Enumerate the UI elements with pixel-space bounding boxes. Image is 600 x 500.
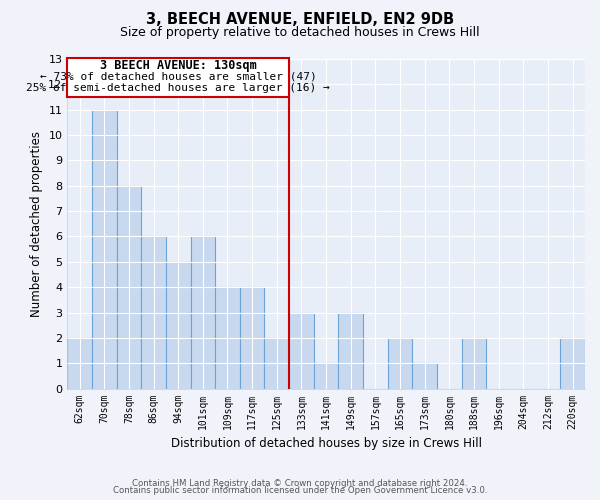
Bar <box>67 338 92 388</box>
Bar <box>412 363 437 388</box>
X-axis label: Distribution of detached houses by size in Crews Hill: Distribution of detached houses by size … <box>170 437 482 450</box>
Bar <box>116 186 141 388</box>
Text: Contains HM Land Registry data © Crown copyright and database right 2024.: Contains HM Land Registry data © Crown c… <box>132 478 468 488</box>
Bar <box>289 312 314 388</box>
Bar <box>166 262 191 388</box>
Text: 3 BEECH AVENUE: 130sqm: 3 BEECH AVENUE: 130sqm <box>100 59 257 72</box>
Bar <box>338 312 363 388</box>
Bar <box>388 338 412 388</box>
Bar <box>215 287 240 388</box>
Bar <box>560 338 585 388</box>
Bar <box>141 236 166 388</box>
Y-axis label: Number of detached properties: Number of detached properties <box>29 131 43 317</box>
Text: 3, BEECH AVENUE, ENFIELD, EN2 9DB: 3, BEECH AVENUE, ENFIELD, EN2 9DB <box>146 12 454 28</box>
Text: 25% of semi-detached houses are larger (16) →: 25% of semi-detached houses are larger (… <box>26 83 330 93</box>
Bar <box>92 110 116 388</box>
Text: Contains public sector information licensed under the Open Government Licence v3: Contains public sector information licen… <box>113 486 487 495</box>
FancyBboxPatch shape <box>67 58 289 97</box>
Text: Size of property relative to detached houses in Crews Hill: Size of property relative to detached ho… <box>120 26 480 39</box>
Bar <box>462 338 487 388</box>
Bar <box>314 363 338 388</box>
Bar <box>191 236 215 388</box>
Bar <box>265 338 289 388</box>
Text: ← 73% of detached houses are smaller (47): ← 73% of detached houses are smaller (47… <box>40 72 317 82</box>
Bar <box>240 287 265 388</box>
